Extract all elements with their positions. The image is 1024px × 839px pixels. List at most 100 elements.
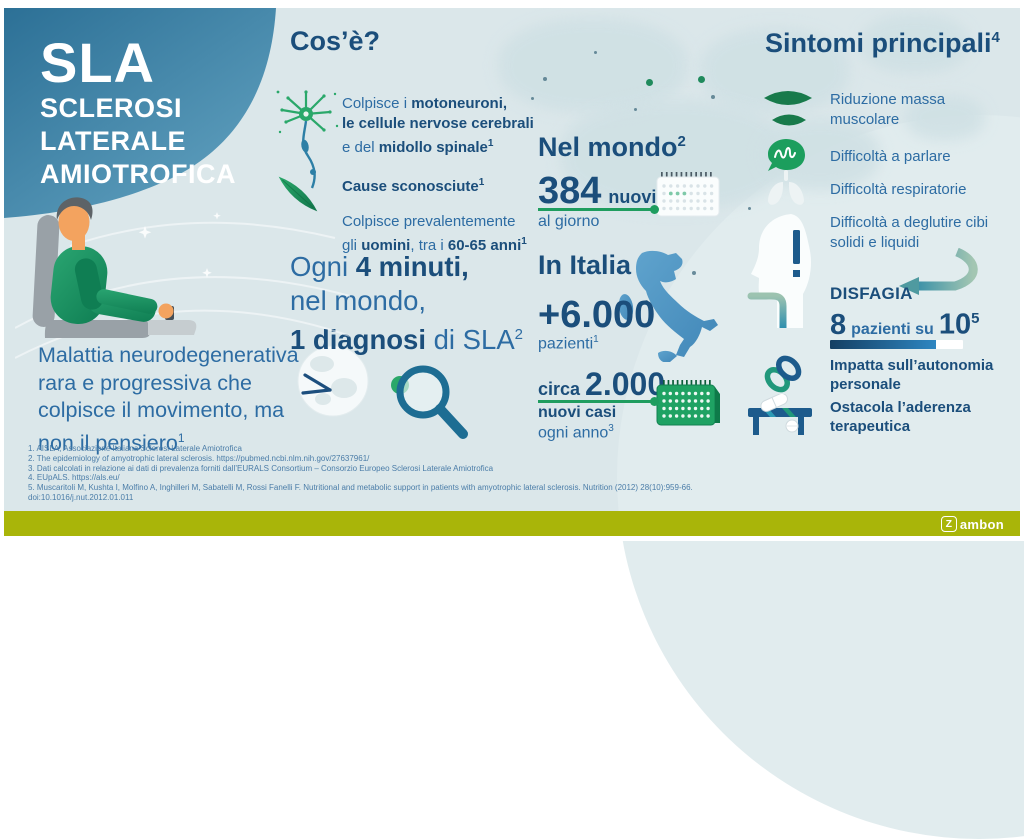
connector-dot	[650, 205, 659, 214]
frame-edge	[1020, 0, 1024, 541]
frame-edge	[0, 0, 4, 541]
zambon-logo: Z ambon	[940, 516, 1004, 532]
italy-map	[618, 250, 718, 362]
frame-edge	[0, 0, 1024, 8]
map-dot	[645, 300, 648, 303]
footnote-ref: 2	[514, 326, 524, 343]
text-segment: motoneuroni,	[411, 95, 508, 112]
text-segment: di SLA	[426, 324, 515, 356]
whatis-bullets: Colpisce i motoneuroni, le cellule nervo…	[342, 94, 577, 271]
italy-cases-stat: circa 2.000	[538, 368, 665, 400]
sla-word: AMIOTROFICA	[40, 159, 236, 189]
worldmap-blob	[860, 14, 970, 74]
text-segment: uomini	[361, 237, 411, 254]
sla-word: LATERALE	[40, 126, 186, 156]
text-segment: pazienti	[538, 335, 594, 353]
text-segment: 10	[938, 308, 972, 341]
italy-heading: In Italia	[538, 250, 631, 281]
world-heading: Nel mondo2	[538, 132, 686, 163]
symptoms-heading-text: Sintomi principali	[765, 28, 992, 58]
calendar-icon	[656, 172, 720, 217]
footnote-ref: 1	[487, 138, 494, 149]
symptom-label: Difficoltà respiratorie	[830, 181, 967, 198]
world-heading-text: Nel mondo	[538, 132, 678, 162]
dysphagia-denominator: 105	[939, 304, 980, 340]
whatis-heading-text: Cos’è?	[290, 26, 381, 56]
footnote-ref: 1	[478, 177, 485, 188]
italy-cases-sub: ogni anno3	[538, 423, 614, 442]
symptom-label: Riduzione massa muscolare	[830, 91, 946, 128]
symptom-label: Difficoltà a parlare	[830, 148, 951, 165]
text-segment: gli	[342, 237, 362, 254]
dysphagia-label: DISFAGIA	[830, 284, 913, 303]
map-dot	[711, 95, 715, 99]
map-dot	[698, 76, 705, 83]
connector-dot	[650, 397, 659, 406]
worldmap-blob	[905, 95, 985, 140]
text-segment: Colpisce prevalentemente	[342, 213, 516, 230]
map-dot	[748, 207, 751, 210]
map-dot	[543, 77, 547, 81]
text-segment: le cellule nervose cerebrali	[342, 115, 534, 132]
text-segment: Colpisce i	[342, 95, 412, 112]
text-segment: 4 minuti,	[355, 251, 469, 282]
map-dot	[634, 108, 637, 111]
footnote-ref: 4	[991, 29, 1000, 46]
whatis-bullet: Cause sconosciute1	[342, 173, 577, 197]
footnote-ref: 5	[971, 310, 980, 327]
pills-table-icon	[748, 394, 812, 435]
footnotes: 1. AISLA, Associazione Italiana Sclerosi…	[28, 444, 778, 503]
frame-edge	[0, 536, 1024, 541]
footnote-line: 2. The epidemiology of amyotrophic later…	[28, 453, 370, 463]
dysphagia-numerator: 8	[830, 308, 847, 341]
speech-bubble-icon	[768, 139, 805, 171]
magnifier-icon	[391, 365, 468, 439]
footnote-line: 4. EUpALS. https://als.eu/	[28, 473, 120, 483]
intro-text-body: Malattia neurodegenerativa rara e progre…	[38, 343, 299, 455]
footnote-line: 5. Muscaritoli M, Kushta I, Molfino A, I…	[28, 483, 693, 502]
calendar-green-icon	[656, 380, 720, 426]
neuron-icon	[276, 90, 339, 212]
text-segment: pazienti su	[851, 320, 934, 338]
dysphagia-bar	[830, 340, 963, 349]
text-segment: +6.000	[538, 294, 656, 336]
map-dot	[594, 51, 597, 54]
symptoms-heading: Sintomi principali4	[765, 28, 1000, 59]
map-dot	[646, 79, 653, 86]
whatis-bullet: Colpisce prevalentemente gli uomini, tra…	[342, 212, 577, 256]
muscle-icon	[764, 91, 812, 126]
chain-link-icon	[764, 355, 802, 393]
arrow-curved-icon	[899, 248, 978, 295]
text-segment: Cause sconosciute	[342, 178, 479, 195]
zambon-logo-text: ambon	[959, 516, 1004, 532]
lungs-icon	[768, 170, 804, 205]
impact-label: Ostacola l’aderenza terapeutica	[830, 399, 971, 435]
text-segment: circa	[538, 379, 581, 399]
throat-icon	[747, 214, 811, 328]
sla-title: SLA SCLEROSI LATERALE AMIOTROFICA	[40, 34, 236, 191]
text-segment: 60-65 anni	[447, 237, 522, 254]
sla-acronym: SLA	[40, 31, 155, 94]
every4-statement: Ogni 4 minuti, nel mondo, 1 diagnosi di …	[290, 250, 523, 357]
italy-patients-number: +6.000	[538, 294, 655, 337]
whatis-heading: Cos’è?	[290, 26, 380, 57]
sla-word: SCLEROSI	[40, 93, 183, 123]
footnote-ref: 3	[608, 423, 614, 434]
footnote-ref: 1	[177, 430, 185, 445]
dysphagia-stat: 8 pazienti su 105	[830, 304, 979, 340]
stat-connector-line	[538, 208, 654, 211]
footnote-ref: 1	[521, 236, 527, 247]
italy-cases-label: nuovi casi	[538, 404, 617, 421]
map-dot	[692, 271, 696, 275]
text-segment: e del	[342, 139, 379, 156]
dysphagia-bar-fill	[830, 340, 937, 349]
clock-icon	[297, 345, 369, 417]
symptom-label: Difficoltà a deglutire cibi solidi e liq…	[830, 214, 989, 251]
italy-patients-label: pazienti1	[538, 334, 599, 353]
sparkle-icon	[202, 268, 212, 278]
footer-bar: Z ambon	[4, 511, 1020, 536]
italy-heading-text: In Italia	[538, 250, 632, 280]
text-segment: nel mondo,	[290, 285, 427, 316]
footnote-ref: 1	[593, 334, 599, 345]
person-illustration	[32, 197, 197, 338]
